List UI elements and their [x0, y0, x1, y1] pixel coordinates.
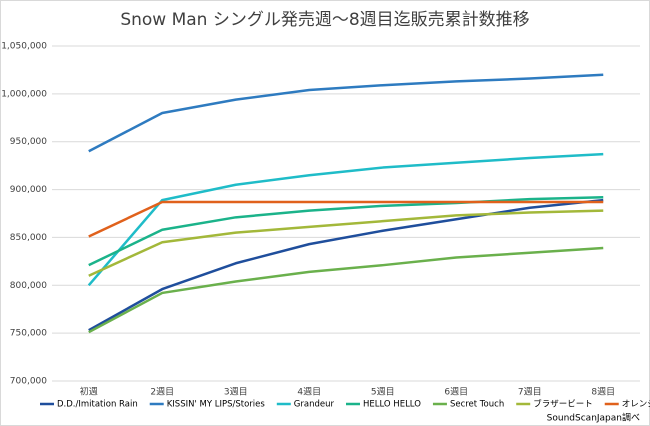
x-tick-label: 7週目 [518, 387, 542, 398]
legend-label: ブラザービート [533, 399, 593, 410]
legend-label: Secret Touch [450, 400, 504, 410]
legend-label: D.D./Imitation Rain [57, 400, 138, 410]
series-line [88, 73, 604, 153]
x-tick-label: 5週目 [371, 387, 395, 398]
source-note: SoundScanJapan調べ [547, 412, 640, 424]
y-tick-label: 900,000 [10, 185, 47, 195]
legend-label: HELLO HELLO [363, 400, 421, 410]
series-line [88, 246, 604, 334]
series-line [87, 152, 604, 287]
y-tick-label: 750,000 [10, 329, 47, 339]
legend-label: KISSIN' MY LIPS/Stories [167, 400, 266, 410]
series-line [88, 198, 604, 332]
legend-label: オレンジkiss [622, 400, 650, 410]
series-line [88, 209, 604, 277]
x-tick-label: 2週目 [150, 387, 174, 398]
chart-title: Snow Man シングル発売週～8週目迄販売累計数推移 [120, 10, 529, 30]
y-tick-label: 700,000 [10, 377, 47, 387]
y-tick-label: 800,000 [10, 281, 47, 291]
y-tick-label: 1,050,000 [1, 42, 47, 52]
x-tick-label: 3週目 [224, 387, 248, 398]
y-tick-label: 850,000 [10, 233, 47, 243]
legend-label: Grandeur [294, 400, 335, 410]
y-tick-label: 950,000 [10, 137, 47, 147]
x-tick-label: 初週 [80, 386, 98, 398]
series-line [88, 195, 604, 267]
y-tick-label: 1,000,000 [1, 89, 47, 99]
x-tick-label: 8週目 [591, 387, 615, 398]
x-tick-label: 4週目 [297, 387, 321, 398]
series-line [88, 200, 604, 238]
x-tick-label: 6週目 [444, 387, 468, 398]
